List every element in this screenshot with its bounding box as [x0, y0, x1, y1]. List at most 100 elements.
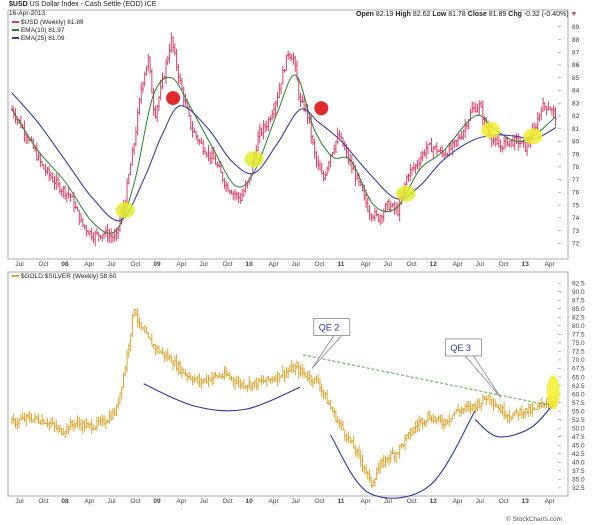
open-label: Open: [356, 11, 374, 18]
y-tick-label: 82: [572, 113, 580, 120]
y-tick-label: 90.0: [572, 289, 585, 296]
x-tick-label: 08: [61, 498, 69, 505]
x-tick-label: 10: [246, 261, 254, 268]
y-tick-label: 78: [572, 164, 580, 171]
y-tick-label: 87: [572, 50, 580, 57]
x-tick-label: Jul: [476, 261, 485, 268]
x-tick-label: Apr: [453, 261, 464, 268]
y-tick-label: 47.5: [572, 434, 585, 441]
x-tick-label: Jul: [15, 498, 24, 505]
x-tick-label: Jul: [292, 261, 301, 268]
y-tick-label: 65.0: [572, 374, 585, 381]
callout: QE 2: [311, 318, 351, 369]
buy-signal-marker: [115, 202, 135, 219]
close-value: 81.89: [488, 11, 507, 18]
low-value: 81.78: [448, 11, 466, 18]
x-tick-label: 09: [153, 498, 161, 505]
y-tick-label: 77: [572, 177, 580, 184]
y-tick-label: 45.0: [572, 443, 585, 450]
y-tick-label: 75: [572, 202, 580, 209]
y-tick-label: 74: [572, 215, 580, 222]
y-tick-label: 80: [572, 139, 580, 146]
y-tick-label: 76: [572, 190, 580, 197]
y-tick-label: 80.0: [572, 323, 585, 330]
usd-title: $USD US Dollar Index - Cash Settle (EOD)…: [9, 1, 156, 9]
y-tick-label: 70.0: [572, 357, 585, 364]
x-tick-label: Oct: [223, 261, 233, 268]
ema10-line: [11, 74, 557, 234]
x-tick-label: Apr: [269, 498, 280, 505]
buy-signal-marker: [244, 151, 264, 168]
x-tick-label: Jul: [200, 498, 209, 505]
high-label: High: [395, 11, 411, 18]
gold-silver-plot: 32.535.0 37.540.0 42.545.0 47.5 50.052.5 55.0…: [10, 280, 585, 499]
x-tick-label: 11: [338, 261, 345, 268]
y-tick-label: 79: [572, 151, 580, 158]
x-tick-label: Oct: [315, 261, 325, 268]
x-tick-label: Oct: [38, 261, 48, 268]
y-tick-label: 55.0: [572, 408, 585, 415]
y-tick-label: 52.5: [572, 417, 585, 424]
y-tick-label: 73: [572, 228, 580, 235]
x-tick-label: Oct: [38, 498, 48, 505]
x-tick-label: Apr: [361, 498, 372, 505]
buy-signal-marker: [523, 128, 543, 145]
x-tick-label: Apr: [176, 498, 187, 505]
low-label: Low: [432, 11, 447, 18]
y-tick-label: 37.5: [572, 468, 585, 475]
ema25-line: [11, 92, 557, 222]
y-tick-label: 75.0: [572, 340, 585, 347]
resistance-trendline: [302, 354, 554, 407]
y-tick-label: 82.5: [572, 315, 585, 322]
legend-swatch-icon: [12, 29, 19, 32]
x-tick-label: Apr: [361, 261, 372, 268]
usd-plot: 72 73 74 75 76 77 78 79 80 81 82 83 84 85 86 87 88 89: [10, 24, 580, 248]
sell-signal-marker: [314, 101, 329, 116]
buy-signal-marker: [396, 185, 416, 202]
x-tick-label: Apr: [84, 261, 95, 268]
chg-label: Chg: [508, 11, 522, 18]
highlight-marker: [546, 375, 560, 410]
legend-swatch-icon: [12, 21, 19, 24]
y-tick-label: 40.0: [572, 460, 585, 467]
y-tick-label: 72: [572, 241, 580, 248]
x-tick-label: Jul: [476, 498, 485, 505]
usd-legend-0: $USD (Weekly) 81.89: [12, 19, 84, 27]
support-arc: [143, 383, 301, 412]
x-tick-label: 13: [522, 261, 530, 268]
x-tick-label: Jul: [107, 261, 116, 268]
x-tick-label: Oct: [223, 498, 233, 505]
x-tick-label: Jul: [200, 261, 209, 268]
y-tick-label: 85: [572, 75, 580, 82]
usd-symbol: $USD: [9, 1, 28, 8]
x-tick-label: 12: [430, 261, 438, 268]
x-tick-label: Oct: [130, 498, 140, 505]
y-tick-label: 57.5: [572, 400, 585, 407]
x-tick-label: Oct: [407, 261, 417, 268]
callout-label: QE 2: [319, 322, 340, 332]
x-tick-label: 10: [246, 498, 254, 505]
y-tick-label: 88: [572, 37, 580, 44]
x-tick-label: Jul: [384, 498, 393, 505]
usd-description: US Dollar Index - Cash Settle (EOD) ICE: [29, 1, 157, 8]
x-tick-label: Oct: [499, 261, 509, 268]
x-tick-label: Jul: [292, 498, 301, 505]
x-axis-ticks-bottom: Jul Oct 08 Apr Jul Oct 09 Apr Jul Oct 10 Apr Jul Oct 1…: [15, 498, 555, 505]
y-tick-label: 77.5: [572, 332, 585, 339]
x-tick-label: Apr: [453, 498, 464, 505]
y-tick-label: 62.5: [572, 383, 585, 390]
open-value: 82.19: [375, 11, 394, 18]
legend-swatch-icon: [12, 37, 19, 40]
callout-label: QE 3: [450, 343, 471, 353]
chg-down-icon: ▼: [570, 11, 578, 18]
usd-legend-2: EMA(25) 81.09: [12, 35, 65, 43]
x-tick-label: 08: [61, 261, 69, 268]
y-tick-label: 81: [572, 126, 580, 133]
high-value: 82.62: [412, 11, 431, 18]
y-tick-label: 50.0: [572, 425, 585, 432]
x-tick-label: 13: [522, 498, 530, 505]
y-tick-label: 87.5: [572, 297, 585, 304]
y-tick-label: 60.0: [572, 391, 585, 398]
x-tick-label: Oct: [130, 261, 140, 268]
